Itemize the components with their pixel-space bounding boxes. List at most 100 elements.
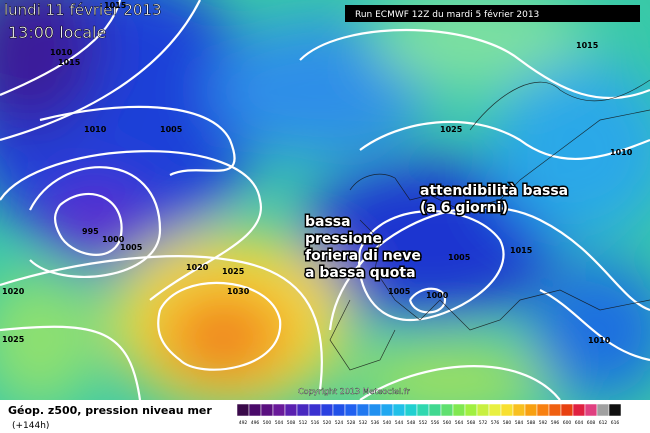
isobars bbox=[0, 0, 650, 400]
scale-swatch bbox=[272, 403, 286, 417]
scale-swatch bbox=[236, 403, 250, 417]
isobar-label: 1015 bbox=[58, 58, 81, 67]
scale-label: 532 bbox=[359, 420, 368, 426]
scale-label: 560 bbox=[443, 420, 452, 426]
isobar-label: 1020 bbox=[186, 263, 209, 272]
scale-swatch bbox=[572, 403, 586, 417]
annotation: pressione bbox=[305, 231, 382, 247]
scale-label: 572 bbox=[479, 420, 488, 426]
scale-label: 600 bbox=[563, 420, 572, 426]
scale-label: 552 bbox=[419, 420, 428, 426]
scale-label: 604 bbox=[575, 420, 584, 426]
scale-swatch bbox=[284, 403, 298, 417]
scale-label: 588 bbox=[527, 420, 536, 426]
isobar-label: 1025 bbox=[2, 335, 25, 344]
scale-swatch bbox=[260, 403, 274, 417]
scale-swatch bbox=[428, 403, 442, 417]
scale-label: 608 bbox=[587, 420, 596, 426]
scale-label: 548 bbox=[407, 420, 416, 426]
scale-swatch bbox=[248, 403, 262, 417]
annotation: bassa bbox=[305, 214, 351, 230]
scale-swatch bbox=[500, 403, 514, 417]
scale-swatch bbox=[608, 403, 622, 417]
footer-title: Géop. z500, pression niveau mer bbox=[8, 404, 212, 417]
scale-label: 576 bbox=[491, 420, 500, 426]
scale-label: 516 bbox=[311, 420, 320, 426]
scale-swatch bbox=[392, 403, 406, 417]
scale-swatch bbox=[356, 403, 370, 417]
isobar-label: 995 bbox=[82, 227, 99, 236]
map bbox=[0, 0, 650, 400]
scale-swatch bbox=[308, 403, 322, 417]
isobar-label: 1010 bbox=[610, 148, 633, 157]
scale-label: 520 bbox=[323, 420, 332, 426]
scale-swatch bbox=[584, 403, 598, 417]
isobar-label: 1015 bbox=[576, 41, 599, 50]
isobar-label: 1005 bbox=[160, 125, 183, 134]
run: Run ECMWF 12Z du mardi 5 février 2013 bbox=[355, 9, 539, 20]
scale-swatch bbox=[488, 403, 502, 417]
scale-swatch bbox=[320, 403, 334, 417]
run-box bbox=[345, 5, 640, 22]
scale-swatch bbox=[404, 403, 418, 417]
scale-swatch bbox=[416, 403, 430, 417]
scale-label: 536 bbox=[371, 420, 380, 426]
isobar-label: 1005 bbox=[388, 287, 411, 296]
scale-swatch bbox=[560, 403, 574, 417]
scale-swatch bbox=[380, 403, 394, 417]
isobar-label: 1015 bbox=[510, 246, 533, 255]
scale-swatch bbox=[464, 403, 478, 417]
scale-swatch bbox=[440, 403, 454, 417]
footer-lead: (+144h) bbox=[12, 421, 49, 431]
scale-label: 556 bbox=[431, 420, 440, 426]
scale-label: 540 bbox=[383, 420, 392, 426]
scale-label: 612 bbox=[599, 420, 608, 426]
scale-label: 584 bbox=[515, 420, 524, 426]
isobar-label: 1000 bbox=[102, 235, 125, 244]
isobar-label: 1020 bbox=[2, 287, 25, 296]
annotation: (a 6 giorni) bbox=[420, 200, 508, 216]
scale-label: 568 bbox=[467, 420, 476, 426]
annotation: a bassa quota bbox=[305, 265, 416, 281]
copyright: Copyright 2013 Meteociel.fr bbox=[298, 387, 410, 396]
time: 13:00 locale bbox=[8, 23, 106, 42]
scale-label: 508 bbox=[287, 420, 296, 426]
scale-label: 592 bbox=[539, 420, 548, 426]
scale-label: 544 bbox=[395, 420, 404, 426]
isobar-label: 1000 bbox=[426, 291, 449, 300]
isobar-label: 1025 bbox=[440, 125, 463, 134]
isobar-label: 1010 bbox=[588, 336, 611, 345]
scale-swatch bbox=[368, 403, 382, 417]
scale-label: 492 bbox=[239, 420, 248, 426]
scale-label: 528 bbox=[347, 420, 356, 426]
scale-label: 496 bbox=[251, 420, 260, 426]
scale-label: 500 bbox=[263, 420, 272, 426]
scale-swatch bbox=[536, 403, 550, 417]
scale-label: 596 bbox=[551, 420, 560, 426]
annotation: attendibilità bassa bbox=[420, 183, 568, 199]
scale-swatch bbox=[548, 403, 562, 417]
scale-swatch bbox=[512, 403, 526, 417]
scale-swatch bbox=[596, 403, 610, 417]
scale-swatch bbox=[452, 403, 466, 417]
scale-swatch bbox=[332, 403, 346, 417]
scale-swatch bbox=[344, 403, 358, 417]
date: lundi 11 février 2013 bbox=[4, 1, 162, 19]
scale-label: 512 bbox=[299, 420, 308, 426]
scale-label: 504 bbox=[275, 420, 284, 426]
isobar-label: 1030 bbox=[227, 287, 250, 296]
isobar-label: 1015 bbox=[104, 1, 127, 10]
scale-swatch bbox=[524, 403, 538, 417]
isobar-label: 1010 bbox=[50, 48, 73, 57]
annotation: foriera di neve bbox=[305, 248, 421, 264]
isobar-label: 1010 bbox=[84, 125, 107, 134]
coastlines bbox=[329, 79, 650, 371]
scale-swatch bbox=[296, 403, 310, 417]
scale-label: 524 bbox=[335, 420, 344, 426]
scale-label: 616 bbox=[611, 420, 620, 426]
isobar-label: 1005 bbox=[120, 243, 143, 252]
isobar-label: 1005 bbox=[448, 253, 471, 262]
scale-label: 580 bbox=[503, 420, 512, 426]
scale-swatch bbox=[476, 403, 490, 417]
